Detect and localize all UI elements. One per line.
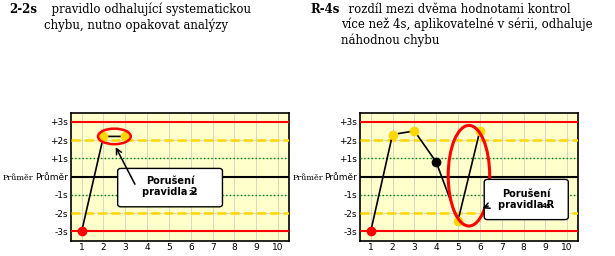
Text: Průměr: Průměr <box>292 174 323 182</box>
Text: Porušení
pravidla R: Porušení pravidla R <box>498 189 554 210</box>
FancyBboxPatch shape <box>117 168 223 207</box>
Text: R-4s: R-4s <box>311 3 340 16</box>
FancyBboxPatch shape <box>484 179 568 220</box>
Text: 4s: 4s <box>541 202 550 209</box>
Text: 2-2s: 2-2s <box>9 3 38 16</box>
Text: rozdíl mezi dvěma hodnotami kontrol
více než 4s, aplikovatelné v sérii, odhaluje: rozdíl mezi dvěma hodnotami kontrol více… <box>341 3 593 47</box>
Text: Porušení
pravidla 2: Porušení pravidla 2 <box>142 176 198 197</box>
Text: Průměr: Průměr <box>3 174 34 182</box>
Text: pravidlo odhalující systematickou
chybu, nutno opakovat analýzy: pravidlo odhalující systematickou chybu,… <box>44 3 252 32</box>
Text: 2s: 2s <box>189 190 197 196</box>
